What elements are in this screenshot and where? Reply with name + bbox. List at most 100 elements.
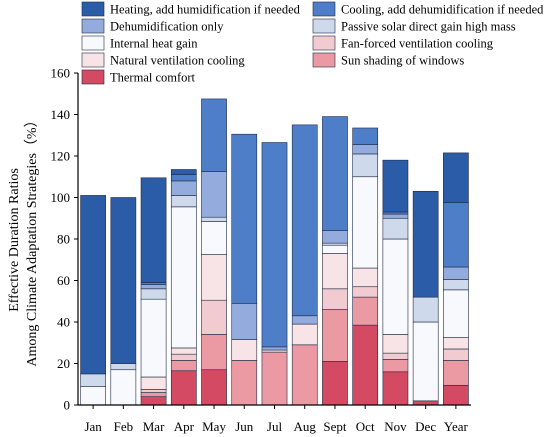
bar-fan-forced-ventilation-cooling-oct: [352, 286, 379, 298]
legend-label-cooling-add-dehumidification-if-needed: Cooling, add dehumidification if needed: [341, 3, 544, 17]
bar-sun-shading-of-windows-may: [201, 334, 227, 371]
y-axis-title-line1: Effective Duration Ratios: [7, 168, 22, 312]
legend-swatch-passive-solar-direct-gain-high-mass: [312, 18, 336, 34]
bar-fan-forced-ventilation-cooling-apr: [170, 353, 197, 361]
bar-cooling-add-dehumidification-if-needed-may: [201, 98, 227, 172]
y-tick-label: 140: [51, 107, 71, 122]
x-tick-label: Apr: [174, 419, 195, 434]
bar-passive-solar-direct-gain-high-mass-mar: [140, 288, 167, 300]
bar-thermal-comfort-year: [443, 384, 469, 406]
bar-heating-add-humidification-if-needed-dec: [412, 190, 439, 298]
y-tick-label: 0: [64, 398, 71, 413]
bar-dehumidification-only-mar: [140, 284, 167, 290]
y-axis: 0 20 40 60 80 100 120 140 160: [51, 66, 79, 413]
bar-thermal-comfort-oct: [352, 324, 379, 406]
bar-internal-heat-gain-sept: [322, 244, 348, 254]
bar-natural-ventilation-cooling-may: [201, 254, 227, 301]
bar-dehumidification-only-sept: [322, 230, 348, 244]
bar-fan-forced-ventilation-cooling-sept: [322, 288, 348, 310]
legend-swatch-heating-add-humidification-if-needed: [81, 1, 105, 17]
legend-swatch-dehumidification-only: [81, 18, 105, 34]
bar-cooling-add-dehumidification-if-needed-aug: [291, 124, 318, 317]
x-tick-label: Year: [444, 419, 469, 434]
bar-dehumidification-only-jun: [231, 303, 258, 340]
bar-sun-shading-of-windows-year: [443, 360, 469, 386]
bar-sun-shading-of-windows-mar: [140, 392, 167, 397]
bar-internal-heat-gain-nov: [382, 238, 409, 335]
bar-natural-ventilation-cooling-apr: [170, 347, 197, 355]
legend-label-heating-add-humidification-if-needed: Heating, add humidification if needed: [110, 3, 301, 17]
bar-internal-heat-gain-mar: [140, 298, 167, 378]
legend-label-natural-ventilation-cooling: Natural ventilation cooling: [110, 54, 245, 68]
bar-sun-shading-of-windows-jul: [261, 351, 288, 406]
bar-cooling-add-dehumidification-if-needed-jul: [261, 142, 288, 348]
bar-heating-add-humidification-if-needed-apr: [170, 169, 197, 175]
legend-swatch-natural-ventilation-cooling: [81, 52, 105, 68]
legend-swatch-fan-forced-ventilation-cooling: [312, 35, 336, 51]
bar-cooling-add-dehumidification-if-needed-mar: [140, 282, 167, 285]
bar-dehumidification-only-apr: [170, 180, 197, 196]
legend-swatch-sun-shading-of-windows: [312, 52, 336, 68]
bar-natural-ventilation-cooling-jun: [231, 339, 258, 361]
bar-thermal-comfort-nov: [382, 371, 409, 406]
bar-passive-solar-direct-gain-high-mass-feb: [110, 363, 137, 371]
bar-thermal-comfort-mar: [140, 396, 167, 406]
legend-label-internal-heat-gain: Internal heat gain: [110, 37, 198, 51]
x-tick-label: Aug: [294, 419, 317, 434]
bar-sun-shading-of-windows-aug: [291, 344, 318, 406]
bar-thermal-comfort-may: [201, 369, 227, 406]
bar-fan-forced-ventilation-cooling-year: [443, 348, 469, 361]
bar-passive-solar-direct-gain-high-mass-year: [443, 279, 469, 291]
bar-natural-ventilation-cooling-oct: [352, 267, 379, 288]
bar-dehumidification-only-aug: [291, 315, 318, 325]
bar-passive-solar-direct-gain-high-mass-jan: [80, 373, 106, 387]
bar-natural-ventilation-cooling-year: [443, 337, 469, 350]
bar-natural-ventilation-cooling-aug: [291, 323, 318, 346]
x-tick-label: Jun: [235, 419, 254, 434]
bar-internal-heat-gain-dec: [412, 321, 439, 402]
x-tick-label: Jul: [267, 419, 283, 434]
bar-thermal-comfort-sept: [322, 361, 348, 406]
y-tick-label: 40: [57, 315, 70, 330]
bar-cooling-add-dehumidification-if-needed-year: [443, 202, 469, 268]
bar-internal-heat-gain-year: [443, 289, 469, 338]
bar-heating-add-humidification-if-needed-feb: [110, 197, 137, 364]
bar-heating-add-humidification-if-needed-mar: [140, 177, 167, 283]
bar-heating-add-humidification-if-needed-nov: [382, 159, 409, 213]
bar-passive-solar-direct-gain-high-mass-may: [201, 216, 227, 222]
bar-sun-shading-of-windows-sept: [322, 309, 348, 362]
bar-sun-shading-of-windows-apr: [170, 360, 197, 372]
bar-sun-shading-of-windows-nov: [382, 359, 409, 373]
bar-internal-heat-gain-may: [201, 221, 227, 255]
x-tick-label: Sept: [323, 419, 347, 434]
bar-cooling-add-dehumidification-if-needed-oct: [352, 127, 379, 145]
bar-internal-heat-gain-jan: [80, 386, 106, 406]
bar-passive-solar-direct-gain-high-mass-sept: [322, 242, 348, 246]
legend-swatch-internal-heat-gain: [81, 35, 105, 51]
bar-thermal-comfort-apr: [170, 370, 197, 406]
legend: Heating, add humidification if needed Coo…: [81, 1, 544, 85]
bar-passive-solar-direct-gain-high-mass-nov: [382, 217, 409, 240]
x-tick-label: Jan: [84, 419, 102, 434]
y-tick-label: 80: [57, 232, 70, 247]
x-axis: Jan Feb Mar Apr May Jun Jul Aug Sept Oct Nov Dec Yea…: [78, 404, 471, 434]
bar-cooling-add-dehumidification-if-needed-nov: [382, 211, 409, 215]
bar-natural-ventilation-cooling-sept: [322, 253, 348, 290]
bar-heating-add-humidification-if-needed-year: [443, 152, 469, 203]
bar-dehumidification-only-jul: [261, 346, 288, 351]
legend-label-thermal-comfort: Thermal comfort: [110, 71, 196, 85]
legend-label-passive-solar-direct-gain-high-mass: Passive solar direct gain high mass: [341, 20, 516, 34]
bar-dehumidification-only-year: [443, 266, 469, 280]
bar-cooling-add-dehumidification-if-needed-apr: [170, 174, 197, 182]
bar-dehumidification-only-nov: [382, 213, 409, 219]
x-tick-label: May: [202, 419, 226, 434]
bar-heating-add-humidification-if-needed-jan: [80, 195, 106, 375]
bar-fan-forced-ventilation-cooling-mar: [140, 389, 167, 393]
x-tick-label: Nov: [384, 419, 407, 434]
y-axis-title-line2: Among Climate Adaptation Strategies（%）: [24, 113, 40, 366]
y-tick-label: 20: [57, 356, 70, 371]
bar-natural-ventilation-cooling-jul: [261, 349, 288, 353]
x-tick-label: Dec: [415, 419, 436, 434]
y-tick-label: 60: [57, 273, 70, 288]
bar-natural-ventilation-cooling-mar: [140, 376, 167, 390]
